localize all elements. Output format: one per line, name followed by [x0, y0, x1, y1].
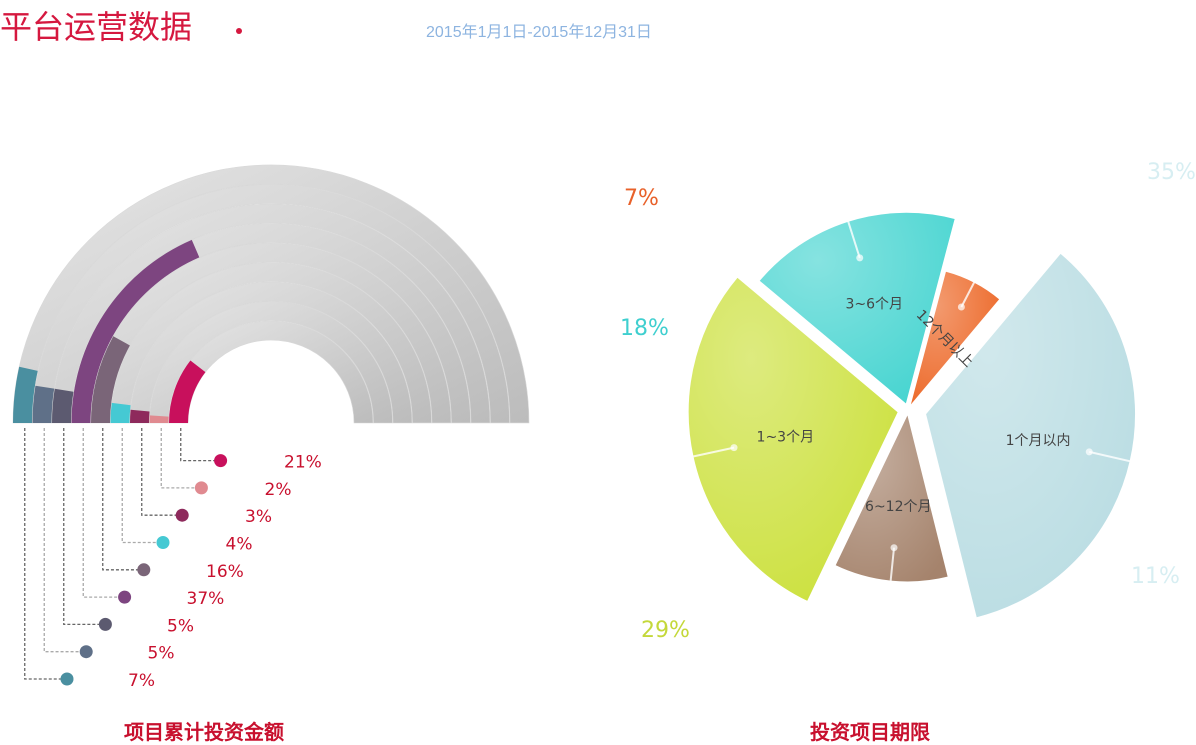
radial-leader-dot-2 [98, 617, 112, 631]
radial-track-5 [110, 262, 432, 424]
pie-slice-name-1: 6~12个月 [865, 499, 931, 515]
radial-value-label-0: 7% [128, 671, 155, 691]
radial-leader-line-2 [63, 428, 106, 626]
date-range: 2015年1月1日-2015年12月31日 [426, 24, 652, 41]
pie-leader-dot-3 [856, 254, 864, 262]
pie-leader-line-0 [1089, 450, 1135, 464]
radial-leader-dot-4 [137, 563, 151, 577]
radial-bar-5 [110, 402, 131, 423]
radial-leader-line-8 [180, 428, 221, 462]
pie-slice-sheen-4 [909, 271, 1000, 407]
pie-leader-line-3 [845, 217, 861, 259]
radial-leader-dot-6 [175, 508, 189, 522]
pie-leader-dot-2 [730, 444, 738, 452]
radial-track-0 [12, 164, 530, 424]
radial-bar-1 [32, 385, 55, 423]
radial-value-label-2: 5% [167, 616, 194, 636]
radial-value-label-4: 16% [206, 562, 244, 582]
pie-slice-name-3: 3~6个月 [845, 297, 903, 313]
radial-value-label-6: 3% [245, 507, 272, 527]
radial-leader-line-3 [82, 428, 125, 598]
radial-bar-chart: 7% 5% 5% 37% 16% 4% 3% 2% 21% [12, 164, 530, 691]
pie-slice-sheen-3 [759, 212, 956, 405]
radial-bar-6 [130, 409, 150, 423]
radial-bar-2 [52, 388, 74, 423]
pie-slice-sheen-0 [925, 253, 1136, 618]
radial-value-label-3: 37% [187, 589, 225, 609]
pie-leader-line-1 [889, 547, 896, 586]
radial-track-8 [168, 320, 374, 424]
page-title: 平台运营数据 [0, 8, 193, 46]
radial-track-6 [129, 281, 413, 424]
radial-leader-dot-3 [118, 590, 132, 604]
radial-leader-dot-0 [60, 672, 74, 686]
pie-slice-name-2: 1~3个月 [757, 430, 815, 446]
pie-chart-title: 投资项目期限 [810, 720, 930, 744]
radial-value-label-5: 4% [226, 535, 253, 555]
radial-leader-line-7 [160, 428, 202, 489]
radial-leader-dot-8 [214, 454, 228, 468]
pie-leader-line-2 [688, 446, 735, 459]
radial-leader-line-4 [102, 428, 144, 571]
radial-leader-dot-5 [156, 536, 170, 549]
pie-percent-label-3: 18% [620, 316, 669, 341]
pie-leader-dot-4 [957, 303, 965, 311]
radial-bar-7 [149, 415, 169, 423]
radial-track-2 [51, 203, 491, 424]
radial-bar-4 [91, 336, 130, 423]
pie-leader-line-4 [960, 278, 977, 308]
title-dot [236, 28, 242, 34]
radial-leader-dot-1 [79, 645, 93, 659]
radial-chart-title: 项目累计投资金额 [124, 720, 284, 744]
radial-track-4 [90, 242, 452, 424]
radial-track-1 [32, 184, 510, 424]
pie-slice-name-0: 1个月以内 [1006, 433, 1071, 449]
radial-leader-line-1 [43, 428, 87, 653]
radial-bar-0 [13, 366, 38, 423]
radial-bar-3 [71, 239, 200, 423]
radial-leader-line-0 [24, 428, 67, 680]
radial-value-label-8: 21% [284, 453, 322, 473]
pie-percent-label-1: 11% [1131, 564, 1180, 589]
radial-leader-line-6 [141, 428, 183, 516]
pie-leader-dot-0 [1085, 448, 1093, 456]
radial-value-label-7: 2% [265, 480, 292, 500]
pie-percent-label-2: 29% [641, 618, 690, 643]
radial-value-label-1: 5% [148, 644, 175, 664]
pie-leader-dot-1 [890, 544, 898, 552]
pie-percent-label-4: 7% [624, 186, 659, 211]
radial-leader-dot-7 [194, 481, 208, 495]
pie-slice-sheen-1 [835, 413, 949, 582]
radial-bar-8 [169, 360, 206, 423]
pie-slice-sheen-2 [688, 277, 899, 602]
radial-track-7 [149, 301, 393, 424]
radial-leader-line-5 [121, 428, 163, 544]
pie-percent-label-0: 35% [1147, 160, 1196, 185]
